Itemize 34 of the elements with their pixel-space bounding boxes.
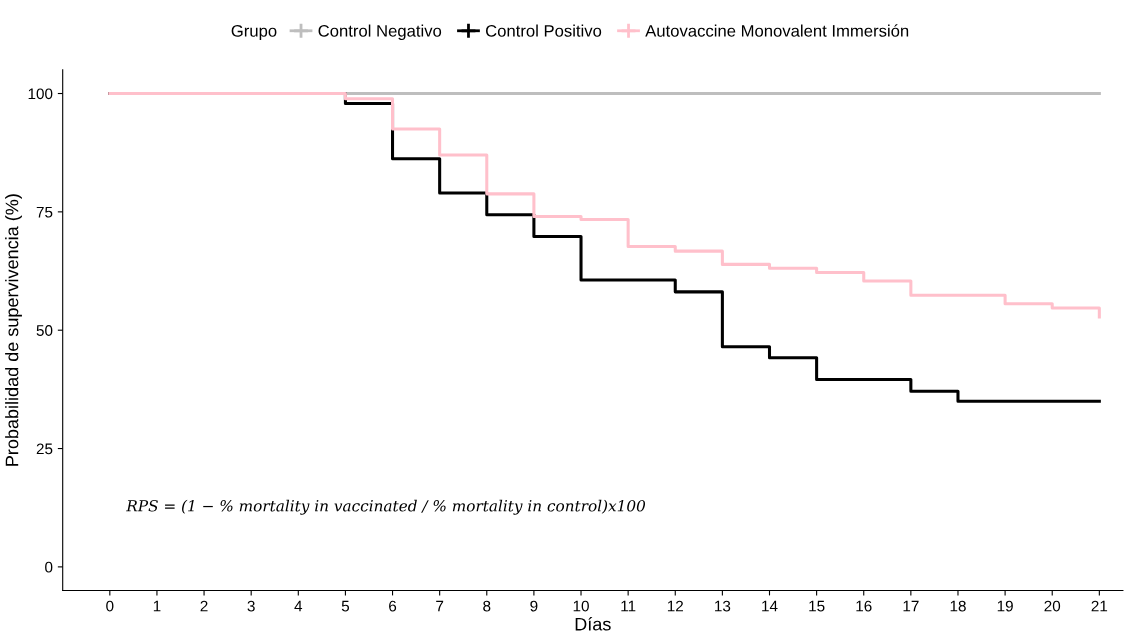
x-tick-label: 12 bbox=[667, 600, 683, 612]
x-tick-label: 16 bbox=[856, 600, 872, 612]
annotation: RPS = (1 − % mortality in vaccinated / % mortality in control)x100 bbox=[126, 499, 646, 515]
x-tick-label: 1 bbox=[153, 600, 161, 612]
x-tick-label: 0 bbox=[106, 600, 114, 612]
x-tick-label: 8 bbox=[483, 600, 491, 612]
x-tick-label: 7 bbox=[436, 600, 444, 612]
y-tick-label: 75 bbox=[36, 206, 53, 218]
x-tick-label: 21 bbox=[1091, 600, 1108, 612]
x-tick-label: 6 bbox=[389, 600, 397, 612]
x-tick-label: 17 bbox=[903, 600, 919, 612]
y-tick-label: 50 bbox=[36, 325, 53, 336]
x-tick-label: 15 bbox=[809, 600, 825, 612]
x-axis-title: Días bbox=[575, 617, 611, 631]
x-tick-label: 18 bbox=[950, 600, 966, 612]
x-tick-label: 9 bbox=[530, 600, 538, 612]
y-axis-title: Probabilidad de supervivencia (%) bbox=[5, 194, 22, 466]
x-tick-label: 20 bbox=[1044, 600, 1061, 612]
legend-label: Control Positivo bbox=[485, 24, 602, 37]
x-tick-label: 3 bbox=[247, 600, 255, 612]
x-tick-label: 19 bbox=[997, 600, 1013, 612]
x-tick-label: 10 bbox=[573, 600, 589, 612]
x-tick-label: 13 bbox=[715, 600, 731, 612]
y-tick-label: 0 bbox=[45, 561, 53, 573]
y-tick-label: 100 bbox=[28, 88, 53, 100]
legend-label: Control Negativo bbox=[318, 24, 442, 41]
legend-label: Autovaccine Monovalent Immersión bbox=[645, 24, 909, 37]
x-tick-label: 4 bbox=[294, 600, 303, 612]
x-tick-label: 14 bbox=[762, 600, 778, 612]
x-tick-label: 11 bbox=[621, 600, 636, 612]
x-tick-label: 5 bbox=[341, 600, 350, 612]
y-tick-label: 25 bbox=[36, 443, 53, 455]
legend-title: Grupo bbox=[231, 24, 277, 41]
x-tick-label: 2 bbox=[200, 600, 208, 612]
